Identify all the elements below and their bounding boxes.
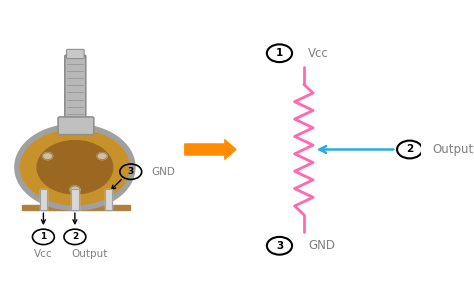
Circle shape — [43, 152, 53, 160]
FancyBboxPatch shape — [58, 117, 94, 135]
Bar — [40, 190, 47, 210]
Circle shape — [70, 186, 80, 193]
Text: Output: Output — [433, 143, 474, 156]
Text: Vcc: Vcc — [308, 47, 329, 60]
FancyBboxPatch shape — [66, 49, 84, 59]
FancyBboxPatch shape — [65, 55, 86, 121]
Text: GND: GND — [152, 167, 176, 177]
Text: 2: 2 — [406, 144, 413, 155]
Text: 3: 3 — [128, 167, 134, 176]
Bar — [71, 190, 79, 210]
Circle shape — [19, 128, 130, 206]
Text: Vcc: Vcc — [34, 249, 53, 259]
FancyArrowPatch shape — [185, 140, 236, 159]
Circle shape — [97, 152, 107, 160]
Text: Output: Output — [72, 249, 108, 259]
Text: 3: 3 — [276, 241, 283, 251]
Bar — [40, 190, 47, 210]
Circle shape — [37, 141, 113, 194]
Bar — [71, 190, 79, 210]
Bar — [105, 190, 112, 210]
Bar — [22, 205, 129, 210]
Text: 2: 2 — [72, 232, 78, 241]
Text: 1: 1 — [40, 232, 46, 241]
Text: 1: 1 — [276, 48, 283, 58]
Bar — [105, 190, 112, 210]
Text: GND: GND — [308, 239, 335, 252]
